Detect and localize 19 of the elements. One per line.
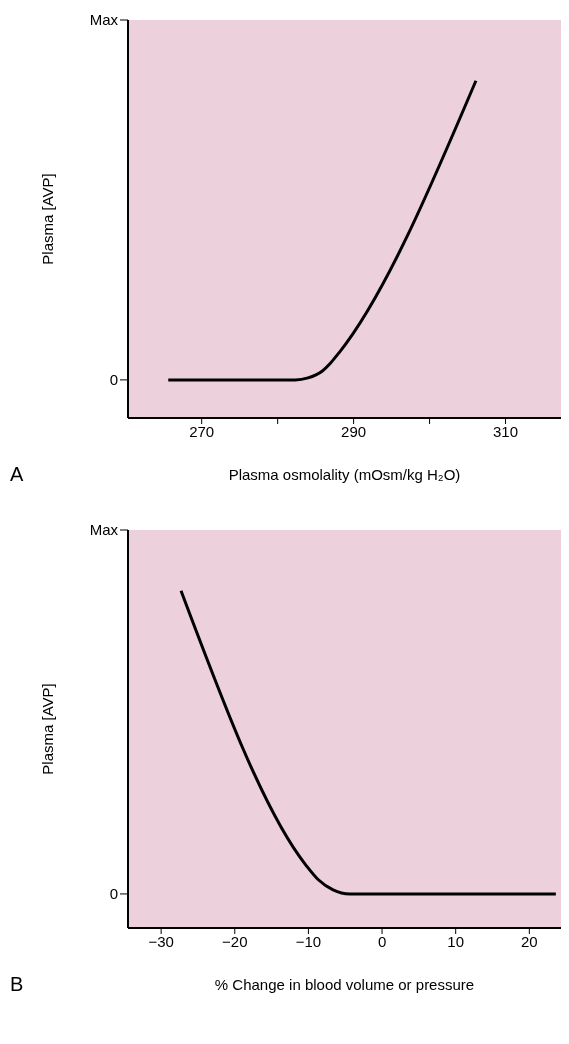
y-axis-title: Plasma [AVP]: [39, 173, 57, 265]
x-tick-label: 310: [493, 422, 519, 440]
x-axis-title: Plasma osmolality (mOsm/kg H₂O): [228, 466, 461, 483]
x-tick-label: 0: [377, 932, 387, 950]
y-axis-title: Plasma [AVP]: [39, 683, 57, 775]
text: Max: [89, 521, 119, 539]
text: A: [10, 463, 24, 486]
text: Max: [89, 11, 119, 29]
x-tick-label: 290: [341, 422, 367, 440]
text: 0: [109, 371, 118, 389]
x-tick-label: 270: [189, 422, 215, 440]
x-tick-label: −10: [295, 932, 322, 950]
x-tick-label: −20: [222, 932, 248, 950]
x-tick-label: 20: [520, 932, 538, 950]
x-axis-title: % Change in blood volume or pressure: [214, 976, 475, 993]
x-tick-label: −30: [148, 932, 174, 950]
text: B: [10, 973, 24, 996]
x-tick-label: 10: [447, 932, 465, 950]
text: 0: [109, 885, 118, 903]
